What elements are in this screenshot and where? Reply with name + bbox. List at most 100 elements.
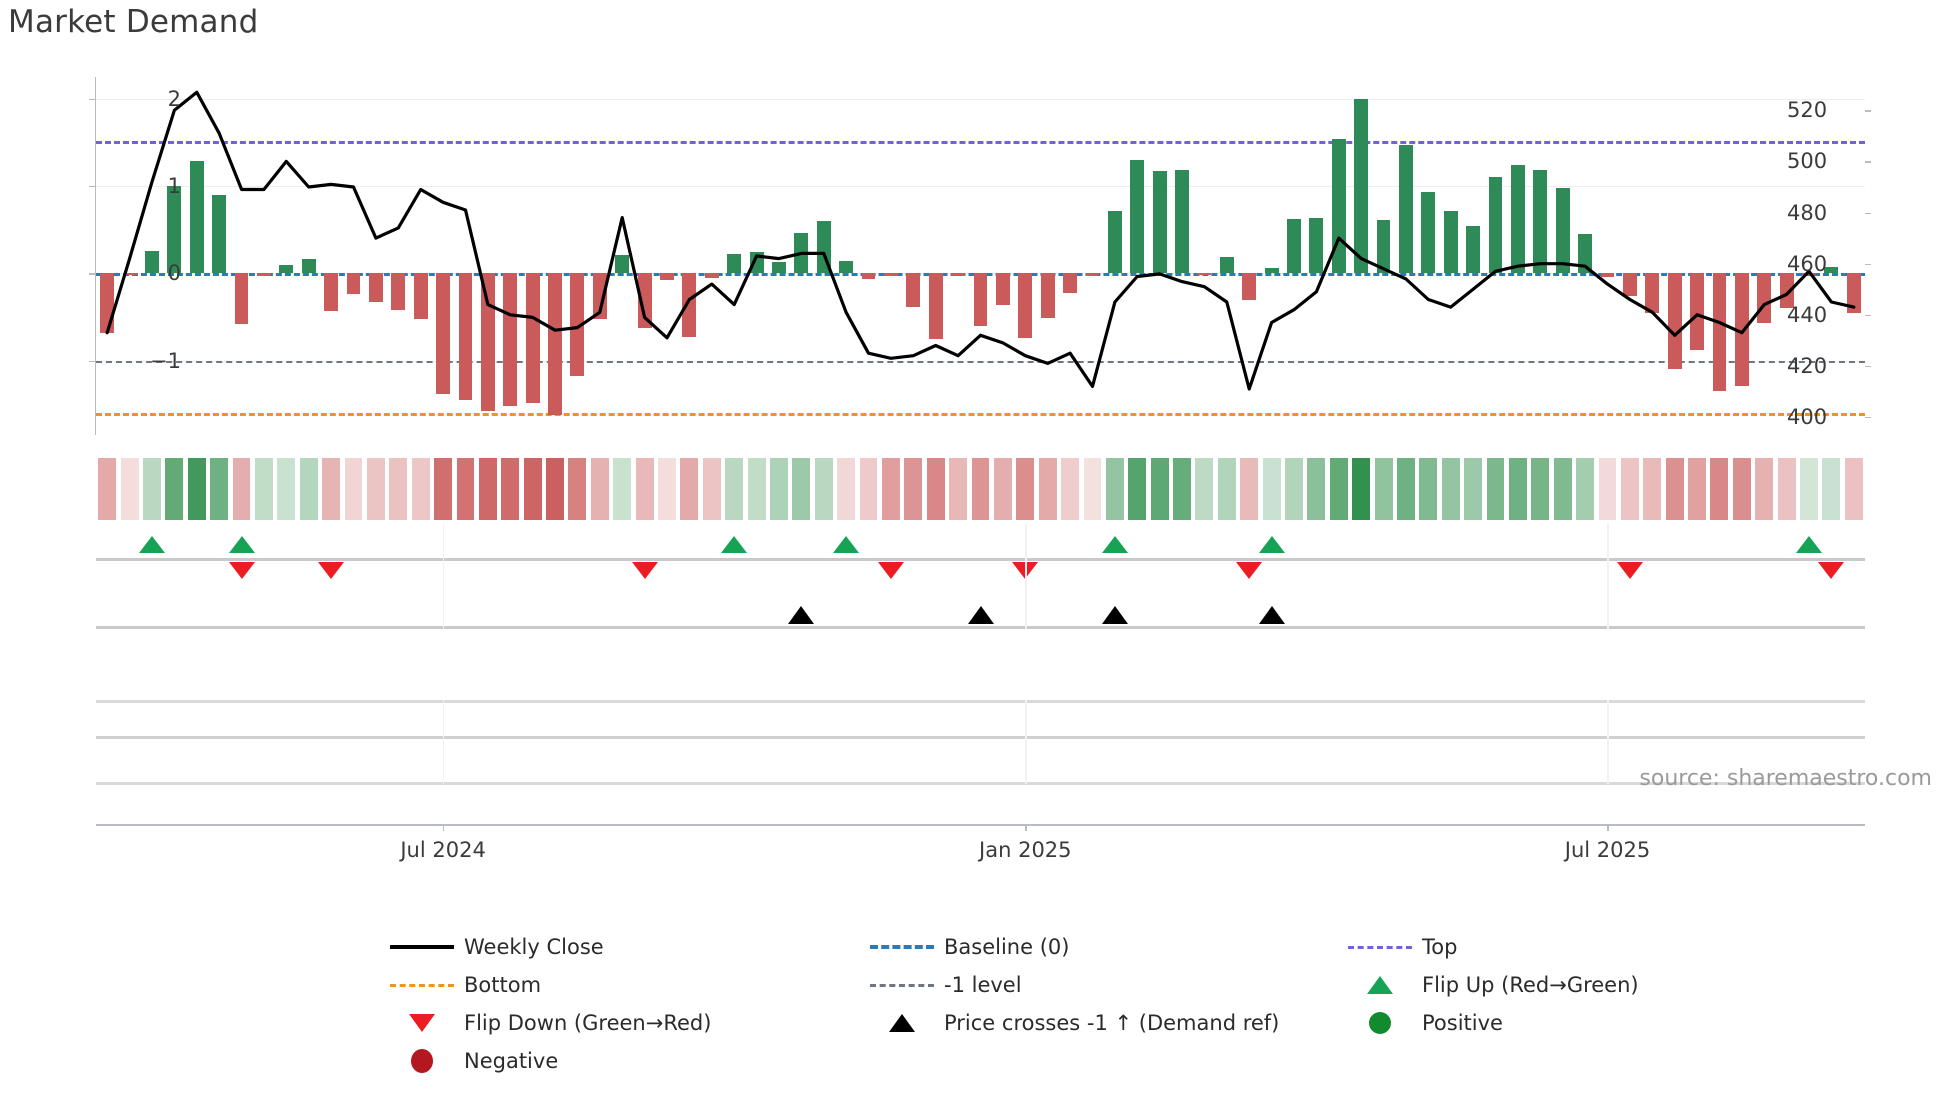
heat-cell (1307, 458, 1326, 520)
x-axis-line (96, 824, 1865, 826)
legend-item-baseline[interactable]: Baseline (0) (860, 928, 1338, 966)
heat-cell (277, 458, 296, 520)
flip-up-marker (1796, 536, 1823, 553)
green-triangle-up-icon (1338, 976, 1422, 994)
legend-label: -1 level (944, 973, 1022, 997)
heat-cell (1419, 458, 1438, 520)
demand-bar (324, 273, 339, 311)
heat-cell (322, 458, 341, 520)
demand-bar (951, 273, 966, 277)
heat-cell (456, 458, 475, 520)
legend-item-negative[interactable]: Negative (380, 1042, 860, 1080)
demand-bar (346, 273, 361, 294)
heat-cell (210, 458, 229, 520)
demand-bar (1622, 273, 1637, 297)
demand-bar (1802, 273, 1816, 276)
y-axis-left-tick-label: 2 (167, 86, 181, 111)
heat-cell (837, 458, 856, 520)
x-grid-line (1025, 700, 1027, 784)
demand-bar (167, 186, 182, 274)
y-tick-mark (89, 273, 95, 275)
demand-bar (1667, 273, 1682, 369)
flip-down-marker (318, 562, 345, 579)
left-spine (95, 77, 97, 435)
y-axis-right-tick-label: 420 (1787, 353, 1828, 378)
demand-bar (839, 261, 854, 274)
demand-bar (1264, 268, 1279, 274)
legend-item-positive[interactable]: Positive (1338, 1004, 1690, 1042)
heat-cell (546, 458, 564, 520)
legend-row-4: Negative (380, 1042, 1690, 1080)
heat-cell (1822, 458, 1841, 520)
legend-item-bottom[interactable]: Bottom (380, 966, 860, 1004)
demand-bar (1734, 273, 1749, 387)
heat-cell (658, 458, 676, 520)
heat-cell (1173, 458, 1191, 520)
legend-item-price-cross[interactable]: Price crosses -1 ↑ (Demand ref) (860, 1004, 1338, 1042)
y-axis-left-tick-label: 1 (167, 174, 181, 199)
demand-bar (660, 273, 674, 281)
heat-cell (1800, 458, 1818, 520)
demand-bar (973, 273, 988, 326)
demand-heat-strip (96, 458, 1865, 520)
price-cross-marker-row (96, 590, 1865, 640)
flip-down-marker (1616, 562, 1643, 579)
heat-cell (1508, 458, 1527, 520)
flip-down-marker (631, 562, 658, 579)
heat-cell (1464, 458, 1483, 520)
y-axis-right-tick-label: 500 (1787, 149, 1828, 174)
demand-bar (413, 273, 428, 319)
legend-item-flip-up[interactable]: Flip Up (Red→Green) (1338, 966, 1690, 1004)
legend-item-flip-down[interactable]: Flip Down (Green→Red) (380, 1004, 860, 1042)
cross-row-axis (96, 626, 1865, 629)
y-tick-mark-right (1865, 365, 1871, 368)
demand-bar (189, 160, 204, 274)
heat-cell (1486, 458, 1505, 520)
heat-cell (770, 458, 788, 520)
heat-cell (1576, 458, 1595, 520)
heat-cell (1217, 458, 1236, 520)
legend-item-neg1-level[interactable]: -1 level (860, 966, 1338, 1004)
dark-red-circle-icon (380, 1049, 464, 1073)
solid-black-line-icon (380, 945, 464, 949)
heat-cell (232, 458, 251, 520)
heat-cell (366, 458, 385, 520)
demand-bar (1779, 273, 1794, 309)
heat-cell (1620, 458, 1639, 520)
y-axis-right-tick-label: 400 (1787, 405, 1828, 430)
plot-area (89, 77, 1871, 435)
price-cross-marker (967, 606, 994, 624)
x-grid-line (1607, 590, 1609, 630)
demand-bar (1309, 217, 1324, 274)
demand-bar (1488, 177, 1503, 274)
y-tick-mark-right (1865, 314, 1871, 317)
heat-cell (1688, 458, 1706, 520)
y-axis-left-tick-label: −1 (150, 348, 181, 373)
demand-bar (1712, 273, 1727, 392)
legend-label: Negative (464, 1049, 559, 1073)
heat-cell (792, 458, 811, 520)
heat-cell (1531, 458, 1550, 520)
legend-row-2: Bottom -1 level Flip Up (Red→Green) (380, 966, 1690, 1004)
flip-marker-row (96, 524, 1865, 592)
demand-bar (368, 273, 383, 303)
legend-item-top[interactable]: Top (1338, 928, 1690, 966)
heat-cell (165, 458, 184, 520)
flip-row-axis (96, 558, 1865, 561)
demand-bar (480, 273, 495, 412)
demand-bar (1107, 211, 1122, 274)
demand-bar (1600, 273, 1615, 277)
legend-label: Weekly Close (464, 935, 604, 959)
heat-cell (1105, 458, 1124, 520)
legend-item-weekly-close[interactable]: Weekly Close (380, 928, 860, 966)
demand-bar (1443, 210, 1458, 274)
demand-bar (548, 273, 562, 415)
demand-bar (1690, 273, 1704, 351)
reference-line-top (96, 140, 1865, 144)
heat-cell (1016, 458, 1035, 520)
demand-bar (1846, 273, 1861, 313)
demand-bar (1219, 256, 1234, 274)
divider-line-2 (96, 736, 1865, 739)
price-cross-marker (1258, 606, 1285, 624)
heat-cell (859, 458, 878, 520)
